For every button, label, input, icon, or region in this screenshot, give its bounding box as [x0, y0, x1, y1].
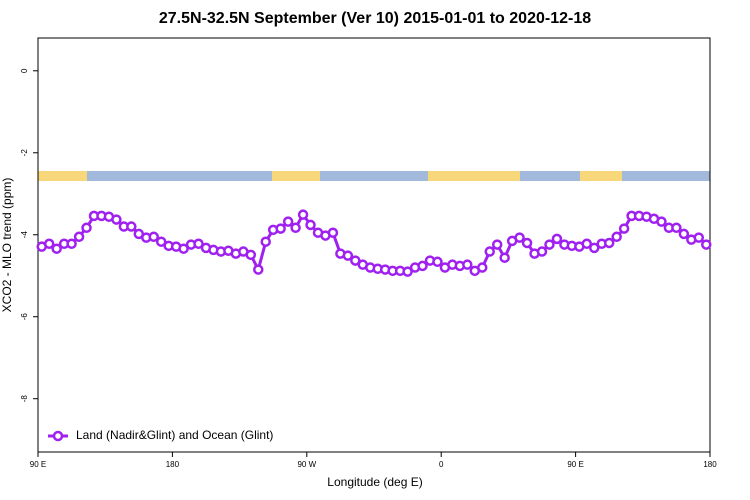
data-point	[417, 260, 428, 272]
data-point	[656, 216, 667, 227]
x-axis-label: Longitude (deg E)	[327, 475, 422, 489]
data-point	[611, 231, 622, 243]
x-tick-label: 180	[166, 460, 180, 469]
x-tick-label: 90 W	[297, 460, 316, 469]
data-point	[260, 236, 271, 247]
data-point	[297, 209, 309, 220]
land-strip	[38, 171, 87, 181]
land-strip	[272, 171, 320, 181]
data-point	[477, 262, 488, 273]
chart-title: 27.5N-32.5N September (Ver 10) 2015-01-0…	[159, 10, 591, 27]
data-point	[484, 246, 495, 257]
data-point	[66, 238, 77, 250]
y-tick-label: 0	[20, 68, 29, 73]
data-point	[178, 243, 189, 254]
y-tick-label: -6	[20, 313, 29, 321]
data-point	[536, 246, 548, 257]
legend-label: Land (Nadir&Glint) and Ocean (Glint)	[76, 428, 273, 442]
data-point	[327, 227, 339, 238]
land-strip	[428, 171, 520, 181]
data-point	[193, 238, 204, 250]
data-point	[51, 243, 62, 254]
data-point	[693, 232, 705, 243]
y-tick-label: -8	[20, 395, 29, 403]
data-point	[148, 231, 159, 243]
data-point	[701, 239, 712, 250]
data-point	[253, 264, 264, 275]
data-point	[589, 242, 600, 254]
x-tick-label: 90 E	[30, 460, 46, 469]
land-ocean-strip	[38, 171, 710, 181]
data-point	[671, 222, 682, 234]
x-tick-label: 180	[703, 460, 717, 469]
y-tick-label: -2	[20, 149, 29, 157]
data-point	[275, 223, 286, 234]
y-tick-label: -4	[20, 231, 29, 239]
data-point	[432, 256, 443, 268]
x-tick-label: 90 E	[567, 460, 583, 469]
data-point	[618, 223, 630, 234]
data-point	[282, 216, 294, 227]
data-point	[126, 221, 137, 232]
data-point	[581, 238, 593, 250]
x-tick-label: 0	[439, 460, 444, 469]
data-point	[521, 237, 533, 249]
data-point	[43, 238, 55, 250]
data-point	[603, 237, 615, 249]
data-point	[514, 232, 525, 243]
data-point	[155, 236, 167, 247]
data-point	[544, 239, 555, 250]
legend-marker	[52, 430, 64, 442]
land-strip	[580, 171, 622, 181]
data-point	[462, 259, 473, 270]
data-point	[305, 219, 316, 231]
y-axis-label: XCO2 - MLO trend (ppm)	[0, 178, 14, 313]
data-point	[491, 239, 503, 250]
data-point	[551, 233, 563, 245]
data-point	[350, 255, 361, 266]
data-point	[499, 252, 510, 263]
data-point	[290, 222, 301, 234]
data-point	[111, 214, 122, 225]
data-point	[678, 228, 690, 240]
data-point	[73, 231, 85, 243]
data-point	[342, 250, 354, 261]
data-point	[245, 249, 257, 261]
data-point	[81, 222, 92, 234]
data-point	[402, 266, 413, 277]
ocean-strip	[38, 171, 710, 181]
